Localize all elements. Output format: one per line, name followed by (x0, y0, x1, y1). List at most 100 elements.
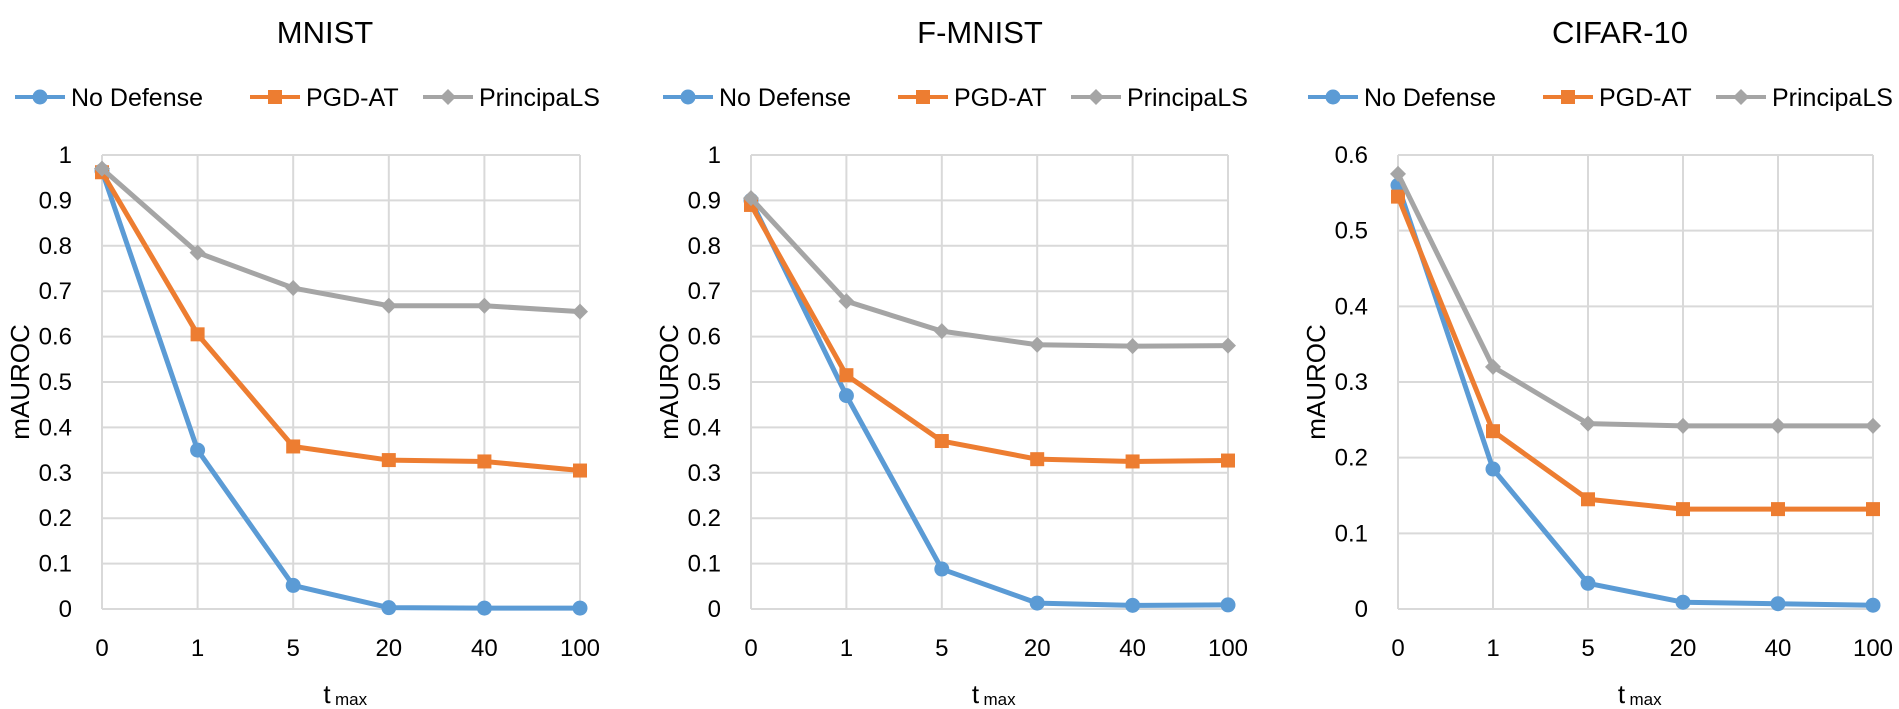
y-axis-label: mAUROC (654, 324, 684, 440)
legend-marker (1561, 90, 1575, 104)
y-tick-label: 0 (1355, 596, 1368, 623)
y-tick-label: 0.7 (688, 278, 721, 305)
x-tick-label: 1 (1486, 635, 1499, 662)
data-point (572, 600, 588, 616)
data-point (1865, 597, 1881, 613)
data-point (839, 368, 854, 383)
x-tick-label: 40 (471, 635, 498, 662)
y-tick-label: 0.8 (688, 233, 721, 260)
series-line (748, 202, 1231, 464)
data-point (1029, 336, 1046, 353)
x-axis-label: t (323, 679, 331, 709)
data-point (1391, 189, 1405, 204)
y-tick-label: 0.4 (1335, 293, 1368, 320)
y-tick-label: 0 (708, 596, 721, 623)
series-line (99, 168, 583, 611)
legend-label: PrincipaLS (1127, 84, 1248, 112)
legend-marker (268, 90, 282, 104)
chart-title: F-MNIST (917, 15, 1043, 50)
y-axis-label: mAUROC (1301, 324, 1331, 440)
data-point (743, 190, 759, 207)
chart-title: CIFAR-10 (1552, 15, 1688, 50)
x-tick-label: 1 (191, 635, 204, 662)
data-point (1125, 454, 1140, 469)
legend-marker (1325, 89, 1341, 105)
x-tick-label: 40 (1119, 635, 1146, 662)
legend-marker (916, 90, 930, 104)
y-tick-label: 0.2 (1335, 445, 1368, 472)
x-tick-label: 20 (375, 635, 402, 662)
y-tick-label: 0.9 (39, 187, 72, 214)
data-point (381, 453, 396, 468)
data-point (838, 293, 855, 310)
chart-cifar-10: CIFAR-10 No Defense PGD-AT PrincipaLS 0 0.1 0.… (1301, 15, 1893, 709)
data-point (1675, 594, 1691, 610)
y-tick-label: 0.6 (1335, 142, 1368, 169)
data-point (285, 280, 302, 297)
legend-label: No Defense (719, 84, 851, 112)
y-tick-label: 0.1 (1335, 520, 1368, 547)
legend-label: No Defense (1364, 84, 1496, 112)
series-pgd-at (95, 165, 587, 478)
x-axis-label: t (1618, 679, 1626, 709)
y-tick-label: 0.2 (39, 505, 72, 532)
legend-label: PGD-AT (1599, 84, 1692, 112)
data-point (1770, 417, 1786, 434)
data-point (1675, 417, 1691, 434)
data-point (1390, 165, 1406, 182)
legend-label: PGD-AT (306, 84, 399, 112)
data-point (1580, 415, 1596, 432)
x-tick-label: 5 (287, 635, 300, 662)
y-tick-label: 0.3 (1335, 369, 1368, 396)
x-tick-label: 20 (1024, 635, 1051, 662)
y-tick-label: 0.3 (688, 460, 721, 487)
x-tick-label: 100 (560, 635, 600, 662)
series-line (99, 166, 583, 315)
legend-label: PrincipaLS (479, 84, 600, 112)
data-point (1580, 575, 1596, 591)
chart-f-mnist: F-MNIST No Defense PGD-AT PrincipaLS 0 0.1 0.2… (654, 15, 1248, 709)
data-point (838, 388, 854, 404)
data-point (1866, 502, 1880, 517)
data-point (476, 600, 492, 616)
data-point (1029, 595, 1045, 611)
x-tick-label: 40 (1765, 635, 1792, 662)
data-point (477, 454, 492, 469)
data-point (1865, 417, 1881, 434)
x-axis-label: t (972, 679, 980, 709)
data-point (933, 323, 950, 340)
data-point (934, 434, 949, 449)
y-axis-label: mAUROC (5, 324, 35, 440)
y-tick-label: 0.4 (688, 414, 721, 441)
y-tick-label: 0.8 (39, 233, 72, 260)
data-point (1220, 337, 1236, 354)
data-point (285, 577, 301, 593)
data-point (190, 327, 205, 342)
data-point (380, 297, 397, 314)
y-tick-label: 0.5 (688, 369, 721, 396)
data-point (1486, 424, 1500, 439)
y-tick-label: 0.5 (39, 369, 72, 396)
y-tick-label: 0.1 (39, 551, 72, 578)
data-point (573, 463, 587, 478)
x-tick-label: 5 (935, 635, 948, 662)
data-point (1485, 358, 1501, 375)
data-point (572, 303, 588, 320)
x-axis-label-subscript: max (335, 690, 368, 709)
x-tick-label: 1 (840, 635, 853, 662)
y-tick-label: 0.1 (688, 551, 721, 578)
y-tick-label: 1 (59, 142, 72, 169)
data-point (381, 600, 397, 616)
data-point (476, 297, 493, 314)
x-tick-label: 100 (1853, 635, 1893, 662)
x-tick-label: 100 (1208, 635, 1248, 662)
y-tick-label: 0.6 (39, 324, 72, 351)
series-line (1395, 171, 1876, 429)
data-point (1485, 461, 1501, 477)
y-tick-label: 0.3 (39, 460, 72, 487)
legend-marker (1088, 89, 1104, 105)
legend-label: PGD-AT (954, 84, 1047, 112)
series-no-defense (743, 192, 1236, 613)
series-principals (94, 160, 588, 320)
